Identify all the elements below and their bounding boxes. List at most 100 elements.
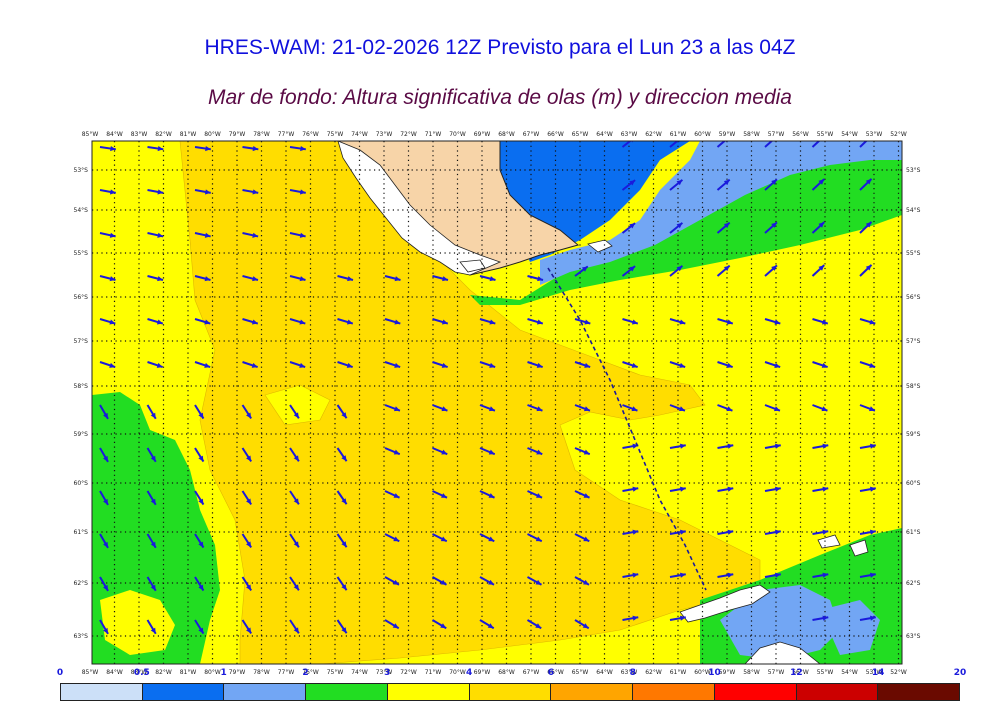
wave-direction-arrow [527, 490, 543, 499]
wave-direction-arrow [431, 619, 447, 630]
wave-direction-arrow [479, 404, 496, 412]
wave-direction-arrow [716, 178, 731, 191]
wave-direction-arrow [622, 486, 639, 492]
colorbar-tick-label: 10 [708, 668, 721, 678]
wave-direction-arrow [242, 361, 258, 369]
wave-direction-arrow [384, 576, 400, 586]
latitude-label: 62°S [906, 580, 921, 587]
wave-direction-arrow [241, 576, 253, 591]
wave-direction-arrow [764, 443, 781, 449]
latitude-label: 53°S [74, 167, 89, 174]
wave-direction-arrow [147, 189, 164, 195]
latitude-label: 55°S [74, 250, 89, 257]
latitude-label: 63°S [74, 633, 89, 640]
colorbar-tick-label: 20 [953, 668, 967, 678]
wave-direction-arrow [147, 361, 163, 369]
wave-direction-arrow [432, 361, 448, 369]
wave-direction-arrow [859, 404, 876, 412]
wave-direction-arrow [527, 318, 544, 325]
latitude-label: 58°S [906, 383, 921, 390]
wave-direction-arrow [241, 404, 253, 419]
wave-direction-arrow [289, 275, 306, 282]
longitude-labels-bottom: 85°W 84°W 83°W 82°W 81°W 80°W 79°W 78°W 77°W 76°W… [82, 669, 907, 676]
wave-direction-arrow [764, 486, 781, 492]
wave-direction-arrow [99, 232, 116, 238]
colorbar-segment [142, 684, 225, 700]
longitude-label: 75°W [327, 669, 344, 676]
chart-title: HRES-WAM: 21-02-2026 12Z Previsto para e… [204, 36, 796, 59]
longitude-label: 71°W [425, 131, 442, 138]
longitude-label: 55°W [817, 131, 834, 138]
wave-direction-arrow [194, 361, 211, 369]
wave-direction-arrow [622, 361, 638, 369]
wave-direction-arrow [574, 619, 590, 630]
wave-direction-arrow [146, 619, 157, 635]
longitude-label: 62°W [645, 669, 662, 676]
wave-direction-arrow [432, 447, 448, 456]
longitude-label: 85°W [82, 131, 99, 138]
wave-direction-arrow [146, 533, 157, 549]
longitude-label: 78°W [253, 669, 270, 676]
longitude-label: 59°W [719, 669, 736, 676]
wave-direction-arrow [147, 318, 164, 325]
longitude-label: 71°W [425, 669, 442, 676]
wave-direction-arrow [717, 486, 734, 492]
wave-direction-arrow [479, 619, 495, 630]
longitude-label: 61°W [670, 131, 687, 138]
longitude-label: 83°W [131, 131, 148, 138]
wave-direction-arrow [432, 275, 449, 282]
wave-direction-arrow [859, 486, 876, 492]
wave-direction-arrow [669, 572, 686, 578]
wave-direction-arrow [764, 529, 781, 535]
wave-direction-arrow [99, 145, 116, 152]
wave-direction-arrow [337, 275, 354, 282]
wave-direction-arrow [99, 533, 109, 549]
longitude-label: 73°W [376, 131, 393, 138]
longitude-label: 72°W [400, 131, 417, 138]
wave-direction-arrow [384, 361, 401, 369]
wave-direction-arrow [99, 447, 109, 463]
wave-direction-arrow [527, 404, 543, 412]
wave-direction-arrow [764, 221, 778, 234]
wave-direction-arrow [716, 264, 731, 277]
colorbar-segment [796, 684, 879, 700]
wave-direction-arrow [859, 318, 876, 325]
wave-direction-arrow [99, 576, 109, 592]
wave-direction-arrow [242, 318, 259, 325]
longitude-label: 81°W [180, 131, 197, 138]
wave-direction-arrow [194, 404, 205, 420]
wave-direction-arrow [812, 443, 829, 449]
longitude-label: 79°W [229, 131, 246, 138]
latitude-label: 59°S [74, 431, 89, 438]
longitude-label: 59°W [719, 131, 736, 138]
colorbar-tick-label: 6 [547, 668, 555, 678]
wave-direction-arrow [622, 404, 638, 412]
wave-direction-arrow [194, 275, 211, 282]
wave-direction-arrow [669, 179, 684, 191]
chart-subtitle: Mar de fondo: Altura significativa de ol… [208, 86, 792, 109]
wave-direction-arrow [336, 404, 348, 419]
longitude-label: 83°W [131, 669, 148, 676]
wave-direction-arrow [99, 404, 109, 420]
wave-direction-arrow [859, 361, 876, 369]
wave-direction-arrow [194, 189, 211, 195]
wave-direction-arrow [384, 619, 400, 630]
wave-direction-arrow [717, 529, 734, 535]
wave-direction-arrow [146, 490, 157, 506]
longitude-label: 73°W [376, 669, 393, 676]
wave-direction-arrow [526, 619, 542, 630]
longitude-label: 60°W [694, 131, 711, 138]
wave-direction-arrow [527, 275, 544, 282]
wave-direction-arrow [812, 572, 829, 578]
longitude-label: 53°W [866, 131, 883, 138]
wave-direction-arrow [147, 232, 164, 238]
longitude-label: 67°W [523, 131, 540, 138]
longitude-label: 74°W [351, 669, 368, 676]
wave-direction-arrow [764, 264, 778, 277]
wave-direction-arrow [337, 318, 354, 325]
colorbar-segment [61, 684, 143, 700]
latitude-label: 54°S [906, 207, 921, 214]
wave-direction-arrow [764, 361, 781, 369]
longitude-label: 84°W [106, 131, 123, 138]
